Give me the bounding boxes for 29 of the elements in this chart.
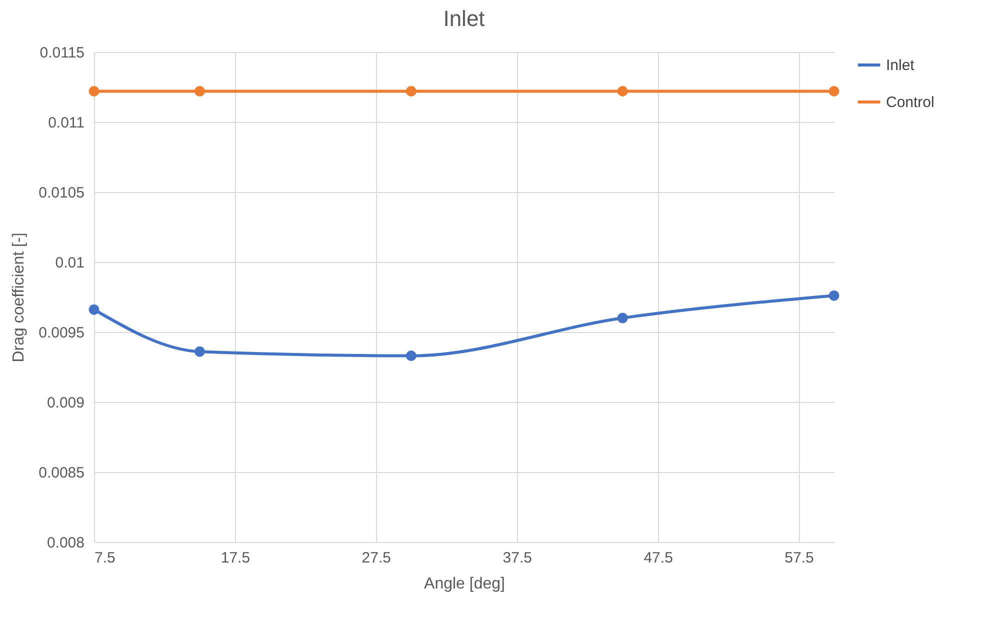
point <box>617 312 628 324</box>
x-tick-label: 27.5 <box>362 550 392 566</box>
x-tick-label: 37.5 <box>502 550 532 566</box>
point <box>828 86 840 96</box>
x-tick-label: 7.5 <box>94 550 116 566</box>
chart-title: Inlet <box>443 6 485 31</box>
point <box>194 86 205 96</box>
x-tick-label: 17.5 <box>220 550 250 566</box>
point <box>406 86 416 96</box>
y-tick-label: 0.01 <box>55 254 84 272</box>
legend-label: Inlet <box>886 57 916 74</box>
point <box>194 346 205 357</box>
point <box>88 304 100 315</box>
y-tick-label: 0.0105 <box>38 184 84 202</box>
y-tick-label: 0.011 <box>48 114 84 132</box>
x-tick-label: 57.5 <box>784 550 814 566</box>
point <box>828 290 840 301</box>
x-tick-label: 47.5 <box>644 550 673 566</box>
x-axis-title: Angle [deg] <box>424 576 505 592</box>
point <box>406 350 416 362</box>
y-tick-label: 0.0085 <box>38 464 84 482</box>
point <box>88 86 100 96</box>
y-tick-label: 0.0115 <box>40 44 84 62</box>
y-tick-label: 0.0095 <box>38 324 84 342</box>
y-tick-label: 0.009 <box>46 394 84 412</box>
legend-label: Control <box>886 94 934 111</box>
point <box>617 86 628 96</box>
y-tick-label: 0.008 <box>46 534 84 552</box>
y-axis-title: Drag coefficient [-] <box>10 232 28 362</box>
